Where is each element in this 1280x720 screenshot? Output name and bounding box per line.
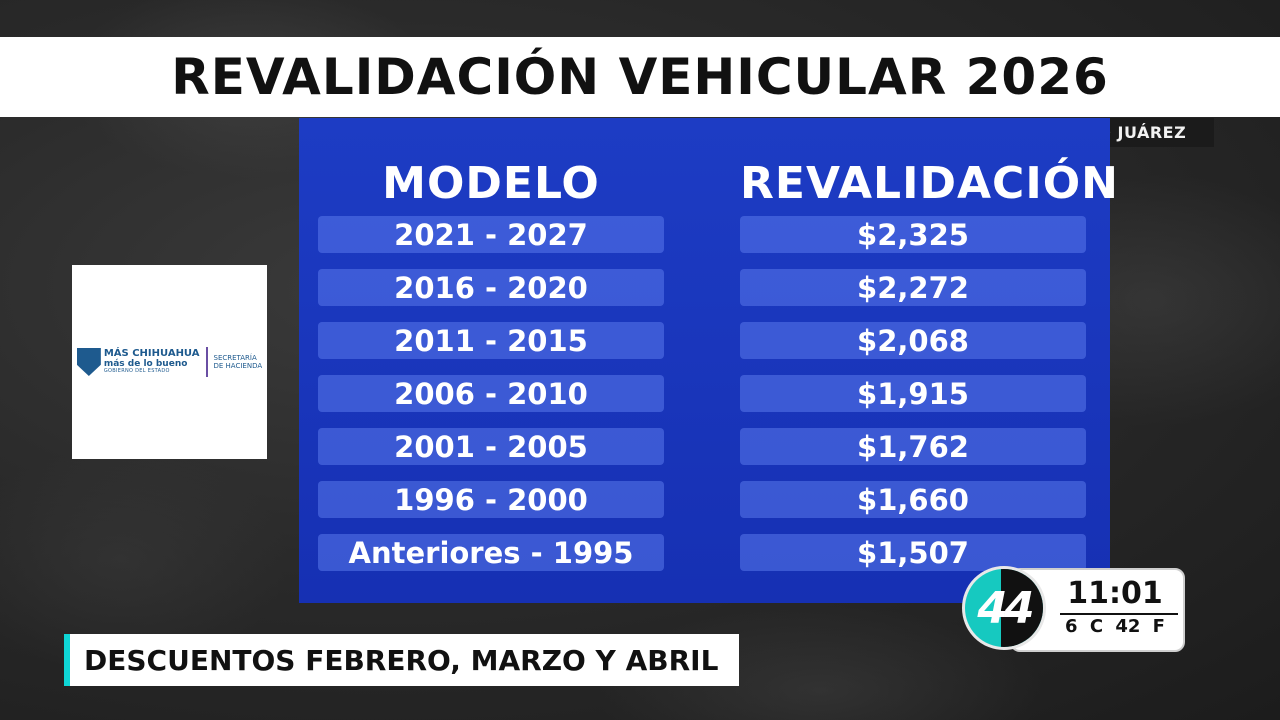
price-cell: $1,507: [740, 534, 1086, 571]
shield-icon: [76, 348, 101, 376]
modelo-cell: 2001 - 2005: [318, 428, 664, 465]
price-cell: $2,068: [740, 322, 1086, 359]
logo-sub-text: más de lo bueno: [103, 358, 188, 369]
clock-divider: [1060, 613, 1178, 615]
price-cell: $2,325: [740, 216, 1086, 253]
price-cell: $1,762: [740, 428, 1086, 465]
weather-readout: 6 C 42 F: [1065, 616, 1165, 637]
logo-secretaria: SECRETARÍA: [213, 353, 257, 362]
government-logo-card: MÁS CHIHUAHUA más de lo bueno GOBIERNO D…: [72, 265, 267, 459]
logo-hacienda: DE HACIENDA: [213, 362, 263, 370]
modelo-cell: 2011 - 2015: [318, 322, 664, 359]
price-cell: $1,915: [740, 375, 1086, 412]
lower-third-banner: DESCUENTOS FEBRERO, MARZO Y ABRIL: [64, 634, 739, 686]
price-cell: $1,660: [740, 481, 1086, 518]
clock-time: 11:01: [1067, 576, 1163, 611]
logo-small-text: GOBIERNO DEL ESTADO: [103, 368, 170, 375]
price-table: MODELO REVALIDACIÓN 2021 - 2027 $2,325 2…: [299, 118, 1119, 603]
modelo-cell: 2006 - 2010: [318, 375, 664, 412]
title-bar: REVALIDACIÓN VEHICULAR 2026: [0, 37, 1280, 117]
price-cell: $2,272: [740, 269, 1086, 306]
header-modelo: MODELO: [382, 158, 600, 209]
header-revalidacion: REVALIDACIÓN: [740, 158, 1119, 209]
logo-divider: [205, 347, 208, 377]
logo-main-text: MÁS CHIHUAHUA: [103, 348, 200, 360]
channel-logo: 44: [962, 566, 1046, 650]
modelo-cell: 1996 - 2000: [318, 481, 664, 518]
modelo-cell: 2021 - 2027: [318, 216, 664, 253]
modelo-cell: Anteriores - 1995: [318, 534, 664, 571]
page-title: REVALIDACIÓN VEHICULAR 2026: [171, 48, 1109, 106]
modelo-cell: 2016 - 2020: [318, 269, 664, 306]
channel-number: 44: [977, 582, 1034, 634]
